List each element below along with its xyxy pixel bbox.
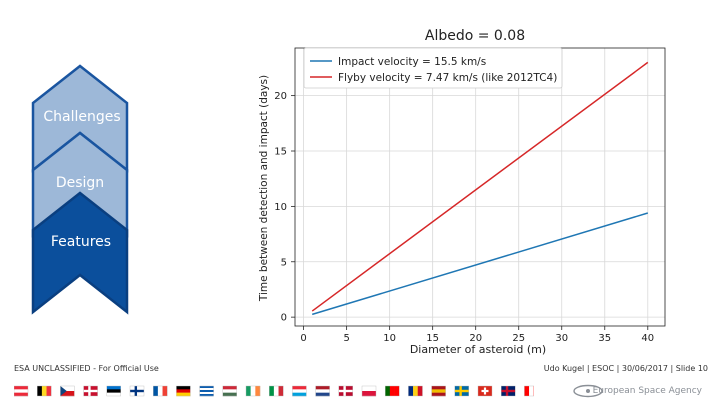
flag-italy-icon (268, 385, 284, 397)
y-tick-label: 15 (274, 147, 287, 158)
chart-legend: Impact velocity = 15.5 km/s Flyby veloci… (303, 47, 563, 89)
esa-brand-name: European Space Agency (592, 386, 702, 396)
author-slide-info: Udo Kugel | ESOC | 30/06/2017 | Slide 10 (543, 364, 708, 373)
flag-czech-icon (60, 385, 75, 397)
legend-box (303, 47, 563, 89)
y-tick-label: 0 (281, 313, 287, 324)
flag-romania-icon (408, 385, 423, 397)
series-layer (311, 61, 649, 316)
flag-hungary-icon (222, 385, 238, 397)
flag-greece-icon (199, 385, 214, 397)
member-state-flags (14, 385, 534, 397)
flag-norway-icon (338, 385, 353, 397)
flag-spain-icon (431, 385, 446, 397)
classification-label: ESA UNCLASSIFIED - For Official Use (14, 364, 159, 373)
flag-poland-icon (361, 385, 377, 397)
chevron-navigation: Challenges Design Features (0, 0, 180, 360)
y-tick-label: 20 (274, 91, 287, 102)
x-tick-label: 25 (512, 333, 525, 344)
flag-germany-icon (176, 385, 191, 397)
flag-switzerland-icon (477, 385, 493, 397)
x-tick-label: 30 (555, 333, 568, 344)
legend-label-flyby: Flyby velocity = 7.47 km/s (like 2012TC4… (338, 72, 557, 84)
y-axis-label: Time between detection and impact (days) (258, 75, 270, 302)
flag-sweden-icon (454, 385, 469, 397)
flag-estonia-icon (106, 385, 122, 397)
x-tick-label: 40 (641, 333, 654, 344)
esa-logo-icon (573, 384, 603, 398)
x-tick-label: 5 (343, 333, 349, 344)
flag-united-kingdom-icon (501, 385, 516, 397)
chevron-shapes (31, 64, 129, 315)
flag-ireland-icon (245, 385, 261, 397)
line-chart: Albedo = 0.08 0 5 10 15 20 25 30 35 40 0 5 10 15 20 D… (258, 28, 666, 356)
y-tick-label: 10 (274, 202, 287, 213)
tick-layer: 0 5 10 15 20 25 30 35 40 0 5 10 15 20 (274, 91, 654, 344)
series-line-flyby (311, 61, 649, 312)
chevron-features[interactable] (31, 191, 129, 315)
x-tick-label: 15 (426, 333, 439, 344)
flag-france-icon (152, 385, 168, 397)
x-tick-label: 20 (469, 333, 482, 344)
flag-belgium-icon (37, 385, 52, 397)
x-tick-label: 35 (598, 333, 611, 344)
flag-finland-icon (129, 385, 145, 397)
chevron-label-design: Design (55, 175, 105, 191)
y-tick-label: 5 (281, 257, 287, 268)
chart-title: Albedo = 0.08 (425, 28, 525, 44)
flag-austria-icon (14, 385, 29, 397)
flag-canada-icon (524, 385, 534, 397)
legend-label-impact: Impact velocity = 15.5 km/s (338, 56, 486, 68)
flag-denmark-icon (83, 385, 98, 397)
x-axis-label: Diameter of asteroid (m) (410, 343, 546, 356)
series-line-impact (311, 212, 649, 316)
chevron-label-challenges: Challenges (43, 109, 121, 125)
x-tick-label: 0 (300, 333, 306, 344)
x-tick-label: 10 (383, 333, 396, 344)
flag-netherlands-icon (315, 385, 330, 397)
flag-portugal-icon (385, 385, 400, 397)
flag-luxembourg-icon (292, 385, 307, 397)
chevron-label-features: Features (50, 234, 112, 250)
